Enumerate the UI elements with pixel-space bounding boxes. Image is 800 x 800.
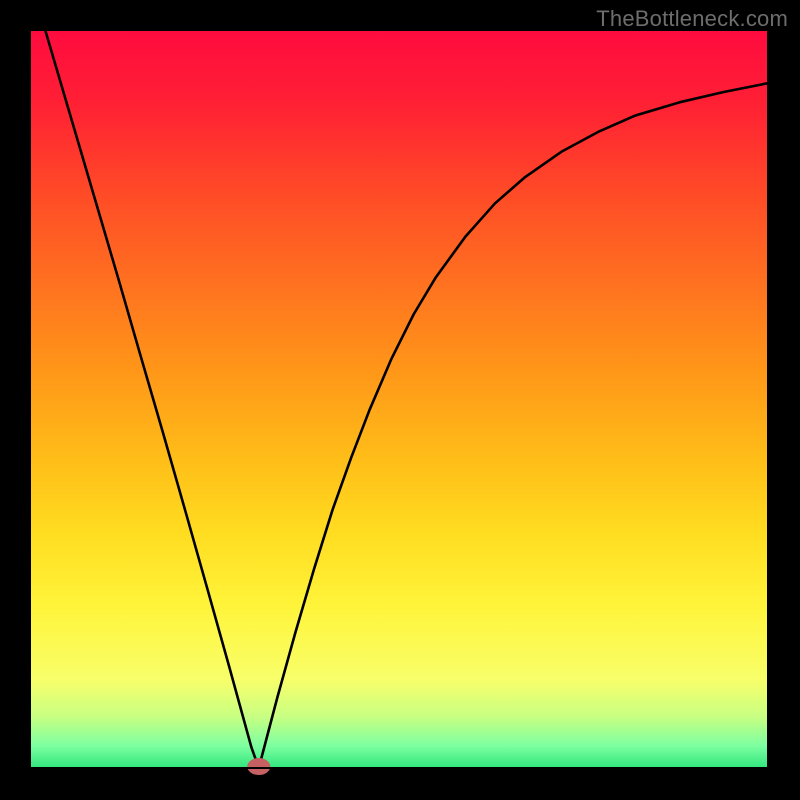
plot-background-gradient xyxy=(30,30,768,768)
bottleneck-chart xyxy=(0,0,800,800)
chart-container: TheBottleneck.com xyxy=(0,0,800,800)
watermark-text: TheBottleneck.com xyxy=(596,6,788,32)
optimum-marker xyxy=(248,759,270,775)
